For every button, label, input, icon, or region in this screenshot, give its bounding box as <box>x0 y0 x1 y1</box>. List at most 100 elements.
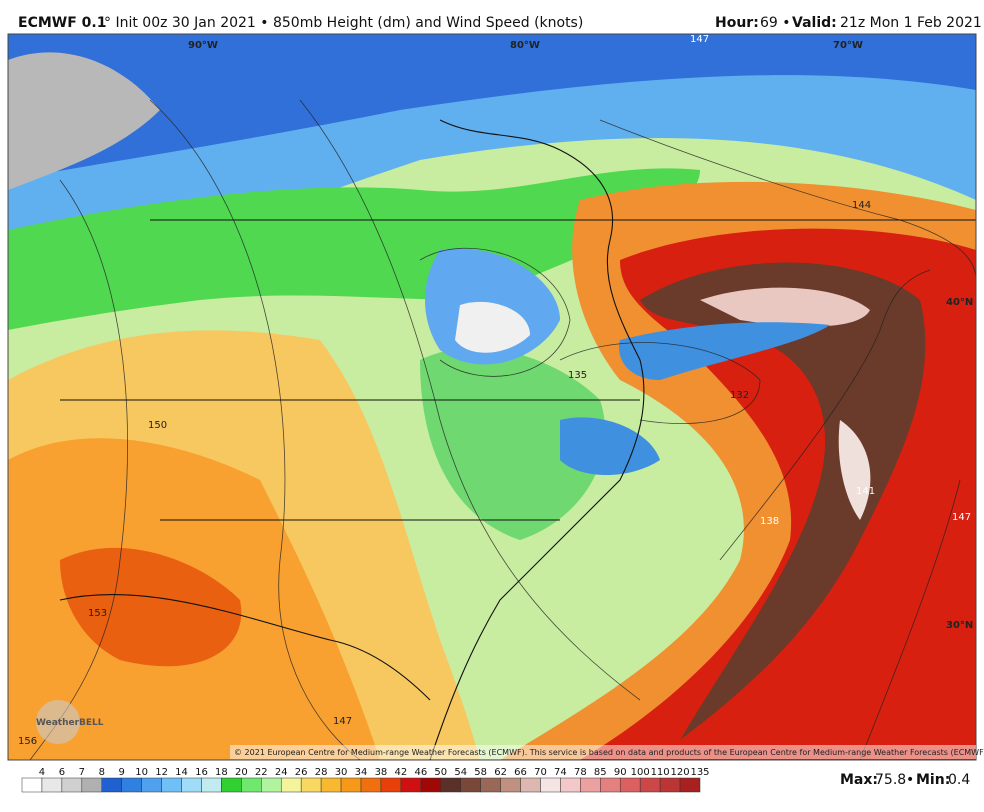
colorbar-swatch <box>261 777 282 793</box>
min-label: Min: <box>916 772 950 788</box>
colorbar-swatch <box>360 777 382 793</box>
colorbar-label: 12 <box>155 767 168 778</box>
colorbar-swatch <box>161 777 182 793</box>
colorbar-label: 7 <box>79 767 85 778</box>
colorbar-label: 85 <box>594 767 607 778</box>
latitude-label: 40°N <box>946 297 973 308</box>
colorbar-swatch <box>241 777 262 793</box>
colorbar-label: 74 <box>554 767 567 778</box>
contour-label: 138 <box>760 516 779 527</box>
colorbar-label: 50 <box>434 767 447 778</box>
colorbar-label: 10 <box>135 767 148 778</box>
contour-label: 132 <box>730 390 749 401</box>
colorbar-swatch <box>61 777 83 793</box>
colorbar-label: 26 <box>295 767 308 778</box>
model: ECMWF 0.1 <box>18 15 106 31</box>
colorbar-swatch <box>280 777 302 793</box>
colorbar-swatch <box>440 777 461 793</box>
colorbar-swatch <box>540 777 561 793</box>
valid-label: Valid: <box>792 15 837 31</box>
colorbar-swatch <box>560 777 581 793</box>
min: 0.4 <box>948 772 970 788</box>
colorbar-label: 62 <box>494 767 507 778</box>
colorbar-swatch <box>320 777 342 793</box>
colorbar: 4 6 7 8 9 10 12 14 16 18 20 22 24 26 28 30 34 38 42 46 50 54 5… <box>21 767 710 793</box>
longitude-label: 70°W <box>833 40 863 51</box>
colorbar-swatch <box>400 777 422 793</box>
colorbar-swatch <box>300 777 322 793</box>
colorbar-label: 110 <box>651 767 670 778</box>
colorbar-swatch <box>181 777 202 793</box>
contour-label: 144 <box>852 200 871 211</box>
hour-label: Hour: <box>715 15 759 31</box>
hour: 69 • <box>760 15 791 31</box>
colorbar-swatch <box>520 777 541 793</box>
colorbar-swatch <box>619 777 641 793</box>
colorbar-label: 28 <box>315 767 328 778</box>
contour-label: 147 <box>690 34 709 45</box>
colorbar-label: 18 <box>215 767 228 778</box>
colorbar-swatch <box>639 777 661 793</box>
colorbar-swatch <box>340 777 362 793</box>
colorbar-swatch <box>201 777 222 793</box>
contour-label: 147 <box>333 716 352 727</box>
colorbar-swatch <box>21 777 43 793</box>
longitude-label: 90°W <box>188 40 218 51</box>
latitude-label: 30°N <box>946 620 973 631</box>
colorbar-label: 42 <box>395 767 408 778</box>
colorbar-label: 8 <box>99 767 105 778</box>
logo: WeatherBELL <box>36 718 104 728</box>
colorbar-label: 24 <box>275 767 288 778</box>
colorbar-swatch <box>101 777 122 793</box>
title: ° Init 00z 30 Jan 2021 • 850mb Height (d… <box>104 15 583 31</box>
colorbar-label: 9 <box>119 767 125 778</box>
map: 90°W 80°W 70°W 40°N 30°N 147 144 132 135… <box>7 33 984 761</box>
colorbar-swatch <box>500 777 521 793</box>
copyright: © 2021 European Centre for Medium-range … <box>234 748 984 757</box>
colorbar-swatch <box>659 777 681 793</box>
colorbar-label: 78 <box>574 767 587 778</box>
colorbar-swatch <box>580 777 601 793</box>
colorbar-swatch <box>41 777 63 793</box>
colorbar-swatch <box>600 777 621 793</box>
colorbar-swatch <box>420 777 442 793</box>
colorbar-label: 30 <box>335 767 348 778</box>
colorbar-label: 6 <box>59 767 65 778</box>
colorbar-swatch <box>380 777 402 793</box>
colorbar-label: 16 <box>195 767 208 778</box>
colorbar-label: 70 <box>534 767 547 778</box>
colorbar-label: 54 <box>454 767 467 778</box>
colorbar-label: 58 <box>474 767 487 778</box>
colorbar-label: 20 <box>235 767 248 778</box>
valid: 21z Mon 1 Feb 2021 <box>840 15 982 31</box>
colorbar-label: 120 <box>671 767 690 778</box>
colorbar-swatch <box>679 777 701 793</box>
contour-label: 150 <box>148 420 167 431</box>
copyright-bg <box>230 745 976 759</box>
colorbar-label: 66 <box>514 767 527 778</box>
contour-label: 156 <box>18 736 37 747</box>
colorbar-label: 4 <box>39 767 45 778</box>
colorbar-label: 22 <box>255 767 268 778</box>
max-label: Max: <box>840 772 878 788</box>
colorbar-label: 46 <box>414 767 427 778</box>
longitude-label: 80°W <box>510 40 540 51</box>
contour-label: 141 <box>856 486 875 497</box>
colorbar-swatch <box>460 777 481 793</box>
colorbar-swatch <box>81 777 103 793</box>
max: 75.8 <box>875 772 906 788</box>
colorbar-label: 90 <box>614 767 627 778</box>
colorbar-swatch <box>221 777 242 793</box>
colorbar-swatch <box>480 777 501 793</box>
logo-mark <box>36 700 80 744</box>
colorbar-swatch <box>121 777 142 793</box>
colorbar-label: 100 <box>631 767 650 778</box>
colorbar-label: 34 <box>355 767 368 778</box>
contour-label: 153 <box>88 608 107 619</box>
contour-label: 135 <box>568 370 587 381</box>
colorbar-label: 14 <box>175 767 188 778</box>
colorbar-swatch <box>141 777 162 793</box>
separator: • <box>906 772 914 788</box>
colorbar-label: 38 <box>375 767 388 778</box>
